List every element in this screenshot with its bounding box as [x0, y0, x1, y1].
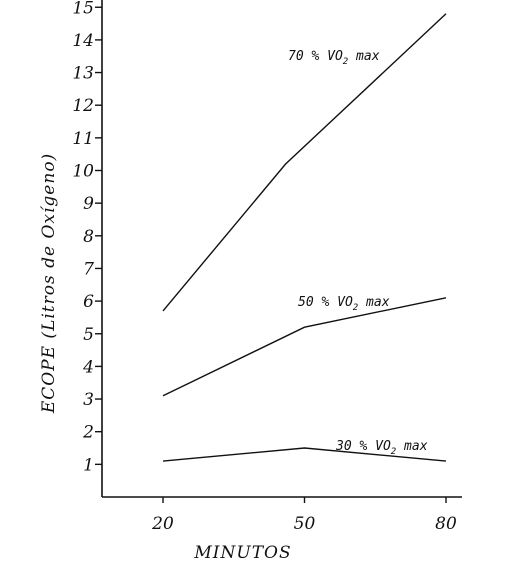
chart-series — [162, 13, 447, 462]
series-line-70 — [162, 13, 447, 312]
series-line-50 — [162, 297, 447, 397]
series-label-50: 50 % VO2 max — [298, 295, 390, 313]
x-tick-label: 80 — [435, 514, 457, 534]
series-labels: 70 % VO2 max 50 % VO2 max 30 % VO2 max — [288, 49, 428, 457]
x-tick-label: 50 — [294, 514, 316, 534]
y-tick-label: 11 — [72, 129, 94, 149]
y-tick-label: 1 — [83, 455, 94, 475]
series-label-30: 30 % VO2 max — [335, 439, 428, 457]
y-tick-label: 2 — [82, 423, 94, 443]
y-tick-label: 3 — [83, 390, 94, 410]
y-tick-label: 12 — [72, 96, 94, 116]
y-tick-label: 5 — [83, 325, 94, 345]
y-tick-label: 6 — [83, 292, 94, 312]
series-line-30 — [162, 447, 447, 462]
series-label-70: 70 % VO2 max — [288, 49, 380, 67]
y-tick-label: 13 — [72, 64, 94, 84]
x-axis-ticks: 20 50 80 — [151, 497, 457, 534]
x-axis-label: MINUTOS — [193, 543, 291, 563]
chart-axes — [101, 0, 462, 498]
y-tick-label: 4 — [82, 357, 94, 377]
y-axis-label: ECOPE (Litros de Oxígeno) — [39, 153, 59, 414]
y-tick-label: 15 — [72, 0, 94, 18]
x-tick-label: 20 — [151, 514, 174, 534]
y-tick-label: 14 — [72, 31, 94, 51]
y-tick-label: 8 — [83, 227, 94, 247]
y-tick-label: 10 — [72, 162, 94, 182]
y-tick-label: 7 — [83, 259, 94, 279]
y-tick-label: 9 — [83, 194, 94, 214]
